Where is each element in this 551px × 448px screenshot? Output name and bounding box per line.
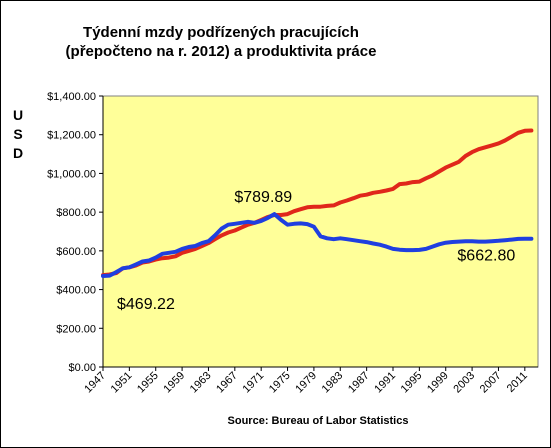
chart-title: Týdenní mzdy podřízených pracujících (př…	[21, 23, 421, 61]
x-tick-label: 1979	[293, 370, 319, 396]
x-tick-label: 1951	[109, 370, 135, 396]
x-tick-label: 1995	[399, 370, 425, 396]
data-label: $662.80	[457, 248, 515, 265]
y-tick-label: $1,200.00	[47, 130, 96, 142]
plot-area	[102, 95, 539, 368]
y-tick-label: $1,000.00	[47, 168, 96, 180]
x-tick-label: 1975	[267, 370, 293, 396]
chart-title-line-1: Týdenní mzdy podřízených pracujících	[83, 24, 359, 41]
source-note: Source: Bureau of Labor Statistics	[228, 415, 409, 427]
y-axis-label-letter: D	[13, 145, 23, 161]
x-tick-label: 1967	[214, 370, 240, 396]
y-tick-label: $800.00	[56, 207, 96, 219]
y-tick-label: $1,400.00	[47, 91, 96, 103]
y-axis-label-letter: U	[13, 107, 23, 123]
y-tick-label: $200.00	[56, 323, 96, 335]
x-tick-label: 1959	[161, 370, 187, 396]
series-line-1	[101, 128, 534, 278]
x-tick-label: 1963	[188, 370, 214, 396]
y-tick-label: $600.00	[56, 246, 96, 258]
data-label: $469.22	[117, 296, 175, 313]
x-tick-label: 2003	[451, 370, 477, 396]
data-label: $789.89	[234, 189, 292, 206]
x-tick-label: 1983	[320, 370, 346, 396]
y-axis-label-letter: S	[13, 126, 22, 142]
x-tick-label: 1991	[372, 370, 398, 396]
series-line-2	[101, 212, 534, 278]
y-tick-label: $400.00	[56, 285, 96, 297]
x-tick-label: 2007	[478, 370, 504, 396]
y-tick-label: $0.00	[68, 362, 96, 374]
x-tick-label: 1987	[346, 370, 372, 396]
x-tick-label: 1999	[425, 370, 451, 396]
x-tick-label: 1955	[135, 370, 161, 396]
chart-title-line-2: (přepočteno na r. 2012) a produktivita p…	[65, 43, 377, 60]
x-tick-label: 1971	[241, 370, 267, 396]
x-tick-label: 2011	[505, 370, 530, 395]
